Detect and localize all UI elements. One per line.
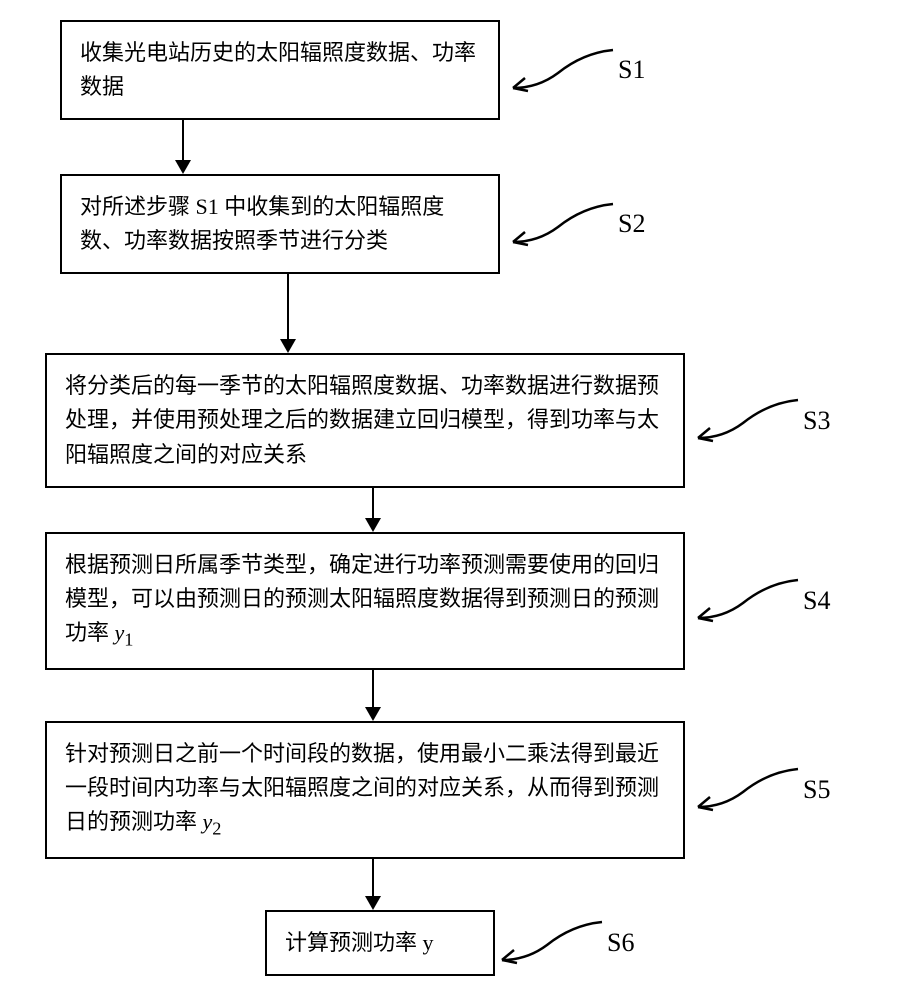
step-row-s3: 将分类后的每一季节的太阳辐照度数据、功率数据进行数据预处理，并使用预处理之后的数… [20, 353, 830, 487]
step-label-s6: S6 [607, 928, 634, 958]
arrow-head-icon [365, 518, 381, 532]
arrow-shaft [287, 274, 289, 339]
step-box-s4: 根据预测日所属季节类型，确定进行功率预测需要使用的回归模型，可以由预测日的预测太… [45, 532, 685, 670]
connector-s4-s5 [365, 670, 381, 721]
step-row-s2: 对所述步骤 S1 中收集到的太阳辐照度数、功率数据按照季节进行分类 S2 [20, 174, 645, 274]
pointer-curve-icon [693, 573, 803, 628]
arrow-head-icon [175, 160, 191, 174]
step-row-s6: 计算预测功率 y S6 [20, 910, 634, 976]
pointer-curve-icon [497, 915, 607, 970]
step-label-s4: S4 [803, 586, 830, 616]
label-wrap-s2: S2 [508, 197, 645, 252]
step-label-s1: S1 [618, 55, 645, 85]
pointer-curve-icon [508, 197, 618, 252]
arrow-shaft [372, 670, 374, 707]
label-wrap-s4: S4 [693, 573, 830, 628]
step-label-s5: S5 [803, 775, 830, 805]
pointer-curve-icon [508, 43, 618, 98]
connector-s3-s4 [365, 488, 381, 532]
step-row-s4: 根据预测日所属季节类型，确定进行功率预测需要使用的回归模型，可以由预测日的预测太… [20, 532, 830, 670]
step-label-s3: S3 [803, 406, 830, 436]
connector-s1-s2 [175, 120, 191, 174]
step-box-s5: 针对预测日之前一个时间段的数据，使用最小二乘法得到最近一段时间内功率与太阳辐照度… [45, 721, 685, 859]
connector-s5-s6 [365, 859, 381, 910]
flowchart-container: 收集光电站历史的太阳辐照度数据、功率数据 S1 对所述步骤 S1 中收集到的太阳… [20, 20, 897, 976]
step-box-s3: 将分类后的每一季节的太阳辐照度数据、功率数据进行数据预处理，并使用预处理之后的数… [45, 353, 685, 487]
label-wrap-s6: S6 [497, 915, 634, 970]
step-box-s1: 收集光电站历史的太阳辐照度数据、功率数据 [60, 20, 500, 120]
arrow-shaft [372, 859, 374, 896]
pointer-curve-icon [693, 762, 803, 817]
step-box-s2: 对所述步骤 S1 中收集到的太阳辐照度数、功率数据按照季节进行分类 [60, 174, 500, 274]
arrow-head-icon [280, 339, 296, 353]
step-row-s5: 针对预测日之前一个时间段的数据，使用最小二乘法得到最近一段时间内功率与太阳辐照度… [20, 721, 830, 859]
arrow-head-icon [365, 896, 381, 910]
arrow-head-icon [365, 707, 381, 721]
label-wrap-s5: S5 [693, 762, 830, 817]
arrow-shaft [182, 120, 184, 160]
step-label-s2: S2 [618, 209, 645, 239]
pointer-curve-icon [693, 393, 803, 448]
label-wrap-s3: S3 [693, 393, 830, 448]
step-row-s1: 收集光电站历史的太阳辐照度数据、功率数据 S1 [20, 20, 645, 120]
label-wrap-s1: S1 [508, 43, 645, 98]
step-box-s6: 计算预测功率 y [265, 910, 495, 976]
arrow-shaft [372, 488, 374, 518]
connector-s2-s3 [280, 274, 296, 353]
